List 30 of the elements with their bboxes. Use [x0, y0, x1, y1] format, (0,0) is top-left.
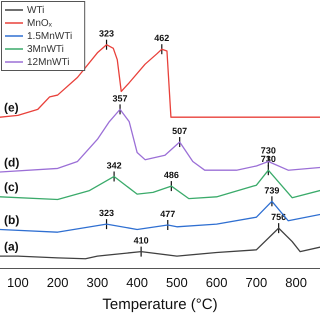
annotation: (e) — [4, 100, 19, 115]
annotation: 410 — [134, 236, 149, 246]
x-tick-label: 800 — [285, 274, 307, 290]
annotation: 730 — [260, 145, 276, 156]
legend-label: 1.5MnWTi — [27, 30, 72, 42]
annotation: 342 — [106, 160, 122, 170]
legend-label: 3MnWTi — [27, 44, 64, 55]
x-axis-title: Temperature (°C) — [102, 296, 218, 314]
annotation: (d) — [4, 155, 20, 170]
legend-label: MnOₓ — [27, 18, 53, 29]
legend-label: WTi — [27, 4, 44, 16]
annotation: 486 — [164, 170, 179, 180]
annotation: 357 — [112, 93, 128, 104]
x-tick-label: 700 — [246, 274, 268, 290]
annotation: 323 — [99, 208, 114, 218]
x-tick-label: 300 — [86, 274, 108, 290]
x-tick-label: 200 — [46, 274, 68, 290]
annotation: (b) — [4, 212, 20, 227]
x-tick-label: 500 — [166, 274, 188, 290]
annotation: (a) — [4, 239, 19, 254]
x-tick-label: 600 — [206, 274, 228, 290]
annotation: 507 — [172, 126, 188, 136]
annotation: 462 — [154, 33, 170, 44]
x-tick-label: 100 — [7, 274, 29, 290]
annotation: 477 — [160, 208, 176, 219]
annotation: 739 — [264, 185, 280, 196]
annotation: (c) — [4, 180, 19, 194]
annotation: 323 — [99, 28, 114, 39]
x-tick-label: 400 — [126, 274, 148, 290]
legend-label: 12MnWTi — [27, 56, 70, 68]
